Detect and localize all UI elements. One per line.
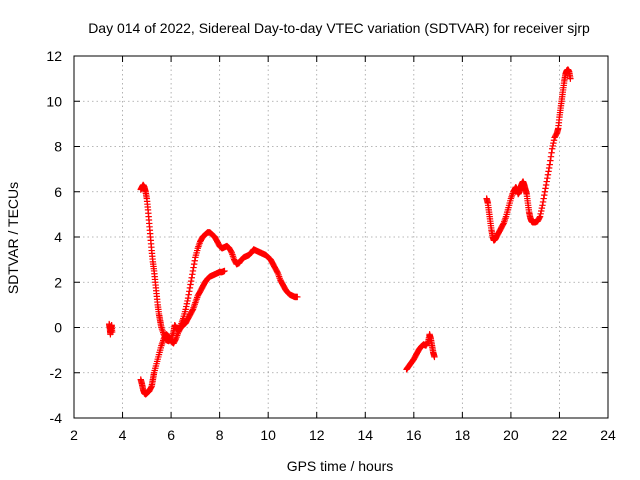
x-tick-label: 4 (119, 427, 127, 443)
x-tick-label: 6 (167, 427, 175, 443)
data-point (183, 300, 191, 307)
series-segment-5 (483, 66, 574, 244)
y-tick-label: -4 (50, 410, 63, 426)
data-point (188, 274, 195, 281)
data-point (541, 188, 549, 195)
data-point (108, 328, 116, 336)
data-point (542, 181, 550, 189)
x-tick-label: 12 (309, 427, 325, 443)
x-tick-label: 20 (503, 427, 519, 443)
data-point (539, 202, 546, 209)
chart-title: Day 014 of 2022, Sidereal Day-to-day VTE… (88, 20, 590, 36)
data-point (187, 281, 194, 288)
x-tick-label: 10 (260, 427, 276, 443)
data-point (548, 145, 556, 152)
data-point (190, 264, 197, 271)
data-point (189, 267, 197, 275)
data-point (538, 204, 546, 212)
series-segment-1 (105, 320, 116, 338)
data-point (186, 284, 194, 292)
data-point (190, 260, 198, 268)
data-point (544, 171, 552, 178)
y-axis-label: SDTVAR / TECUs (5, 182, 21, 294)
data-point (147, 384, 155, 391)
y-tick-label: 12 (46, 48, 62, 64)
data-point (186, 288, 193, 295)
data-point (546, 161, 553, 168)
data-point (547, 153, 555, 160)
data-point (182, 306, 189, 313)
data-point (545, 168, 552, 175)
data-point (540, 195, 547, 202)
y-tick-labels: -4 -2 0 2 4 6 8 10 12 (46, 48, 62, 426)
data-point (550, 137, 558, 144)
data-point (184, 297, 191, 305)
x-tick-label: 8 (216, 427, 224, 443)
data-point (499, 221, 507, 228)
data-point (537, 210, 544, 218)
plot-frame (73, 55, 609, 419)
series-segment-4 (403, 331, 438, 373)
series-segment-3 (137, 267, 228, 398)
data-point (550, 139, 557, 147)
data-point (172, 336, 179, 344)
data-point (567, 75, 574, 82)
data-point (294, 293, 301, 301)
data-point (541, 191, 548, 199)
data-point (545, 164, 553, 172)
data-point (536, 214, 543, 221)
data-point (191, 257, 198, 264)
data-point (549, 142, 556, 150)
data-point (221, 267, 228, 275)
data-point (542, 185, 549, 192)
y-tick-label: 4 (54, 229, 62, 245)
x-tick-label: 18 (455, 427, 471, 443)
data-point (544, 174, 551, 182)
x-tick-label: 16 (406, 427, 422, 443)
x-axis-label: GPS time / hours (287, 458, 394, 474)
data-point (274, 268, 281, 276)
data-point (189, 271, 196, 278)
x-tick-label: 24 (600, 427, 616, 443)
data-point (184, 294, 192, 302)
data-point (189, 307, 196, 314)
y-tick-label: -2 (50, 365, 63, 381)
data-point (431, 353, 438, 361)
data-point (187, 277, 195, 285)
y-tick-label: 2 (54, 274, 62, 290)
y-tick-label: 10 (46, 93, 62, 109)
data-points (105, 66, 574, 398)
data-point (547, 157, 554, 164)
x-tick-label: 2 (70, 427, 78, 443)
x-tick-label: 14 (357, 427, 373, 443)
data-point (185, 291, 192, 298)
data-point (538, 207, 545, 215)
y-tick-label: 8 (54, 139, 62, 155)
x-tick-labels: 2 4 6 8 10 12 14 16 18 20 22 24 (70, 427, 616, 443)
series-segment-2 (137, 181, 301, 345)
data-point (548, 149, 555, 156)
y-tick-label: 0 (54, 320, 62, 336)
x-tick-label: 22 (552, 427, 568, 443)
data-point (536, 213, 544, 220)
data-point (227, 248, 235, 255)
data-point (539, 198, 547, 206)
data-point (183, 303, 190, 310)
data-point (543, 178, 550, 185)
y-tick-label: 6 (54, 184, 62, 200)
